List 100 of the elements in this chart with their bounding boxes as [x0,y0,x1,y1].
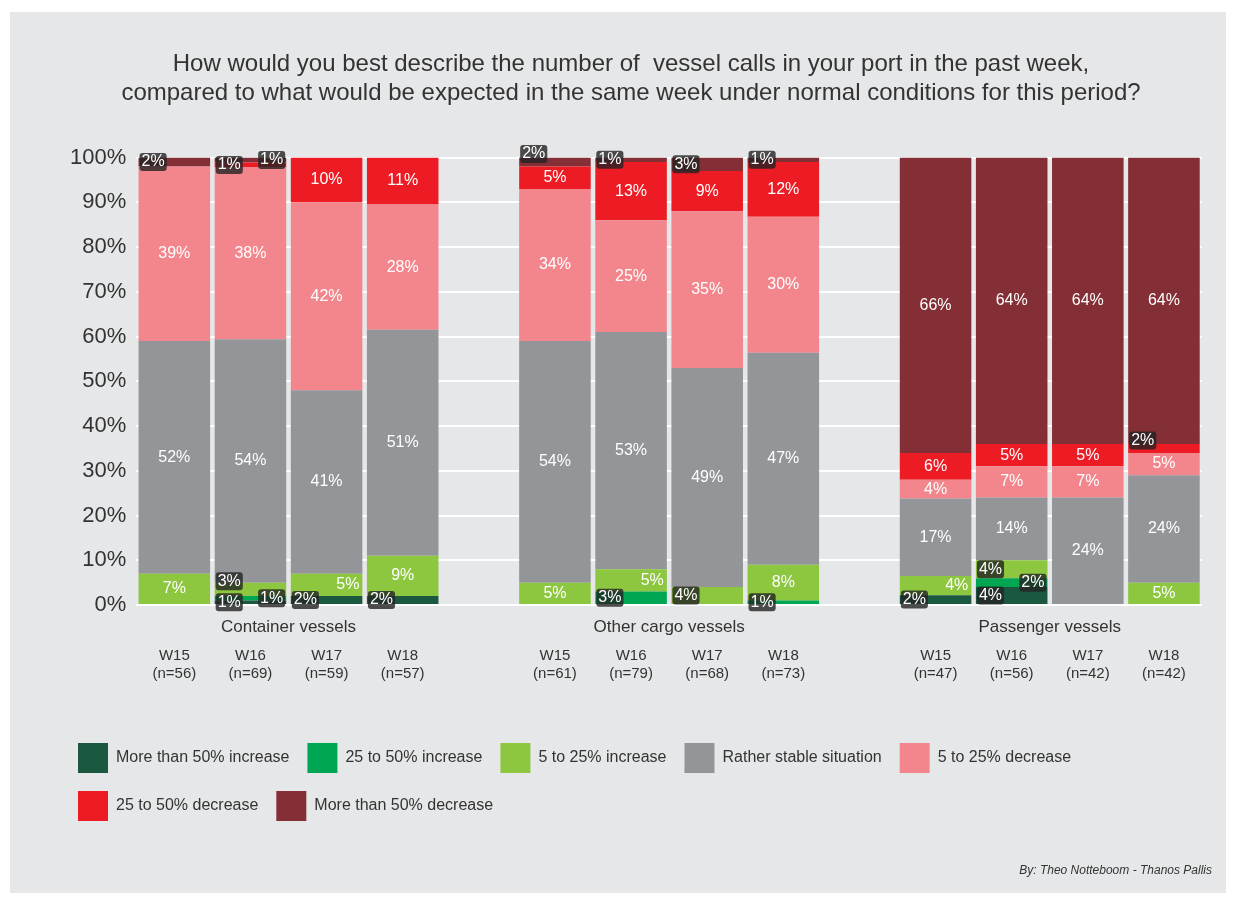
data-label: 1% [598,150,622,168]
y-tick-label: 90% [82,188,127,214]
data-label: 35% [691,279,724,297]
data-label: 14% [995,519,1028,537]
x-tick-label: W18 (n=42) [1142,646,1186,682]
data-label: 6% [924,456,948,474]
legend-label: More than 50% decrease [314,796,494,814]
data-label: 49% [691,467,724,485]
y-tick-label: 10% [82,546,127,572]
data-label: 54% [538,452,571,470]
x-tick-label: W18 (n=57) [380,646,425,682]
text: Container vessels [220,616,357,636]
data-label: 7% [162,579,186,597]
x-tick-label: W18 (n=73) [761,646,806,682]
data-label: 9% [391,566,415,584]
data-label: 54% [234,451,267,469]
x-tick-label: W15 (n=47) [913,646,958,682]
data-label: 4% [924,479,948,497]
data-label: 3% [217,571,241,589]
data-label: 7% [1076,472,1100,490]
data-label: 41% [310,472,343,490]
x-tick-label: W17 (n=68) [685,646,730,682]
data-label: 34% [538,255,571,273]
data-label: 1% [750,150,774,168]
text: Passenger vessels [978,616,1122,636]
y-tick-label: 80% [82,233,127,259]
legend-label: More than 50% increase [116,748,290,766]
y-tick-label: 0% [94,591,127,617]
y-tick-label: 30% [82,456,127,482]
data-label: 1% [750,592,774,610]
x-tick-label: W17 (n=59) [304,646,349,682]
legend-label: 5 to 25% decrease [937,748,1072,766]
legend-label: Rather stable situation [722,748,882,766]
data-label: 5% [336,575,360,593]
data-label: 11% [387,171,419,189]
data-label: 24% [1071,541,1104,559]
data-label: 4% [978,559,1003,577]
data-label: 3% [674,154,698,172]
data-label: 5% [1152,454,1176,472]
data-label: 4% [978,585,1003,603]
data-label: 1% [217,592,241,610]
data-label: 12% [767,179,800,197]
data-label: 5% [543,583,567,601]
legend-label: 5 to 25% increase [538,748,667,766]
x-tick-label: W17 (n=42) [1065,646,1110,682]
data-label: 2% [369,590,394,608]
data-label: 4% [674,585,698,603]
text: Other cargo vessels [593,616,745,636]
legend-label: 25 to 50% increase [345,748,483,766]
data-label: 38% [234,243,267,261]
data-label: 5% [1152,583,1176,601]
data-label: 53% [615,441,648,459]
data-label: 2% [293,590,317,608]
x-tick-label: W16 (n=79) [609,646,653,682]
legend-label: 25 to 50% decrease [116,796,259,814]
data-label: 5% [640,570,664,588]
data-label: 2% [141,152,165,170]
data-label: 5% [543,168,567,186]
data-label: 64% [1071,291,1104,309]
data-label: 25% [615,266,648,284]
y-tick-label: 40% [82,412,127,438]
text: By: Theo Notteboom - Thanos Pallis [1019,863,1212,878]
data-label: 5% [1076,445,1100,463]
x-tick-label: W16 (n=69) [228,646,273,682]
x-tick-label: W15 (n=56) [152,646,197,682]
chart-title: How would you best describe the number of vessel calls in your port in the past week, compared to what would be expected in the same week under normal conditions for this period? [121,49,1141,105]
data-label: 66% [919,295,952,313]
x-tick-label: W15 (n=61) [533,646,577,682]
data-label: 4% [945,575,969,593]
data-label: 3% [598,588,622,606]
data-label: 1% [217,155,241,173]
data-label: 1% [260,150,284,168]
data-label: 1% [260,588,284,606]
data-label: 7% [1000,472,1024,490]
data-label: 2% [1131,430,1155,448]
data-label: 2% [1021,573,1045,591]
data-label: 2% [902,589,926,607]
data-label: 8% [771,573,795,591]
data-label: 47% [767,449,800,467]
data-label: 51% [386,433,419,451]
y-tick-label: 60% [82,322,127,348]
data-label: 5% [1000,445,1024,463]
data-label: 64% [995,291,1028,309]
data-label: 30% [767,275,800,293]
data-label: 2% [522,144,546,162]
data-label: 10% [310,170,343,188]
y-tick-label: 70% [82,277,127,303]
data-label: 64% [1147,291,1180,309]
data-label: 52% [158,447,191,465]
data-label: 9% [695,181,719,199]
y-tick-label: 50% [82,367,127,393]
data-label: 39% [158,244,191,262]
data-label: 24% [1147,519,1180,537]
x-tick-label: W16 (n=56) [989,646,1034,682]
data-label: 42% [310,286,343,304]
y-tick-label: 100% [69,143,127,169]
data-label: 13% [615,181,648,199]
data-label: 28% [386,257,419,275]
y-tick-label: 20% [82,501,127,527]
data-label: 17% [919,527,952,545]
